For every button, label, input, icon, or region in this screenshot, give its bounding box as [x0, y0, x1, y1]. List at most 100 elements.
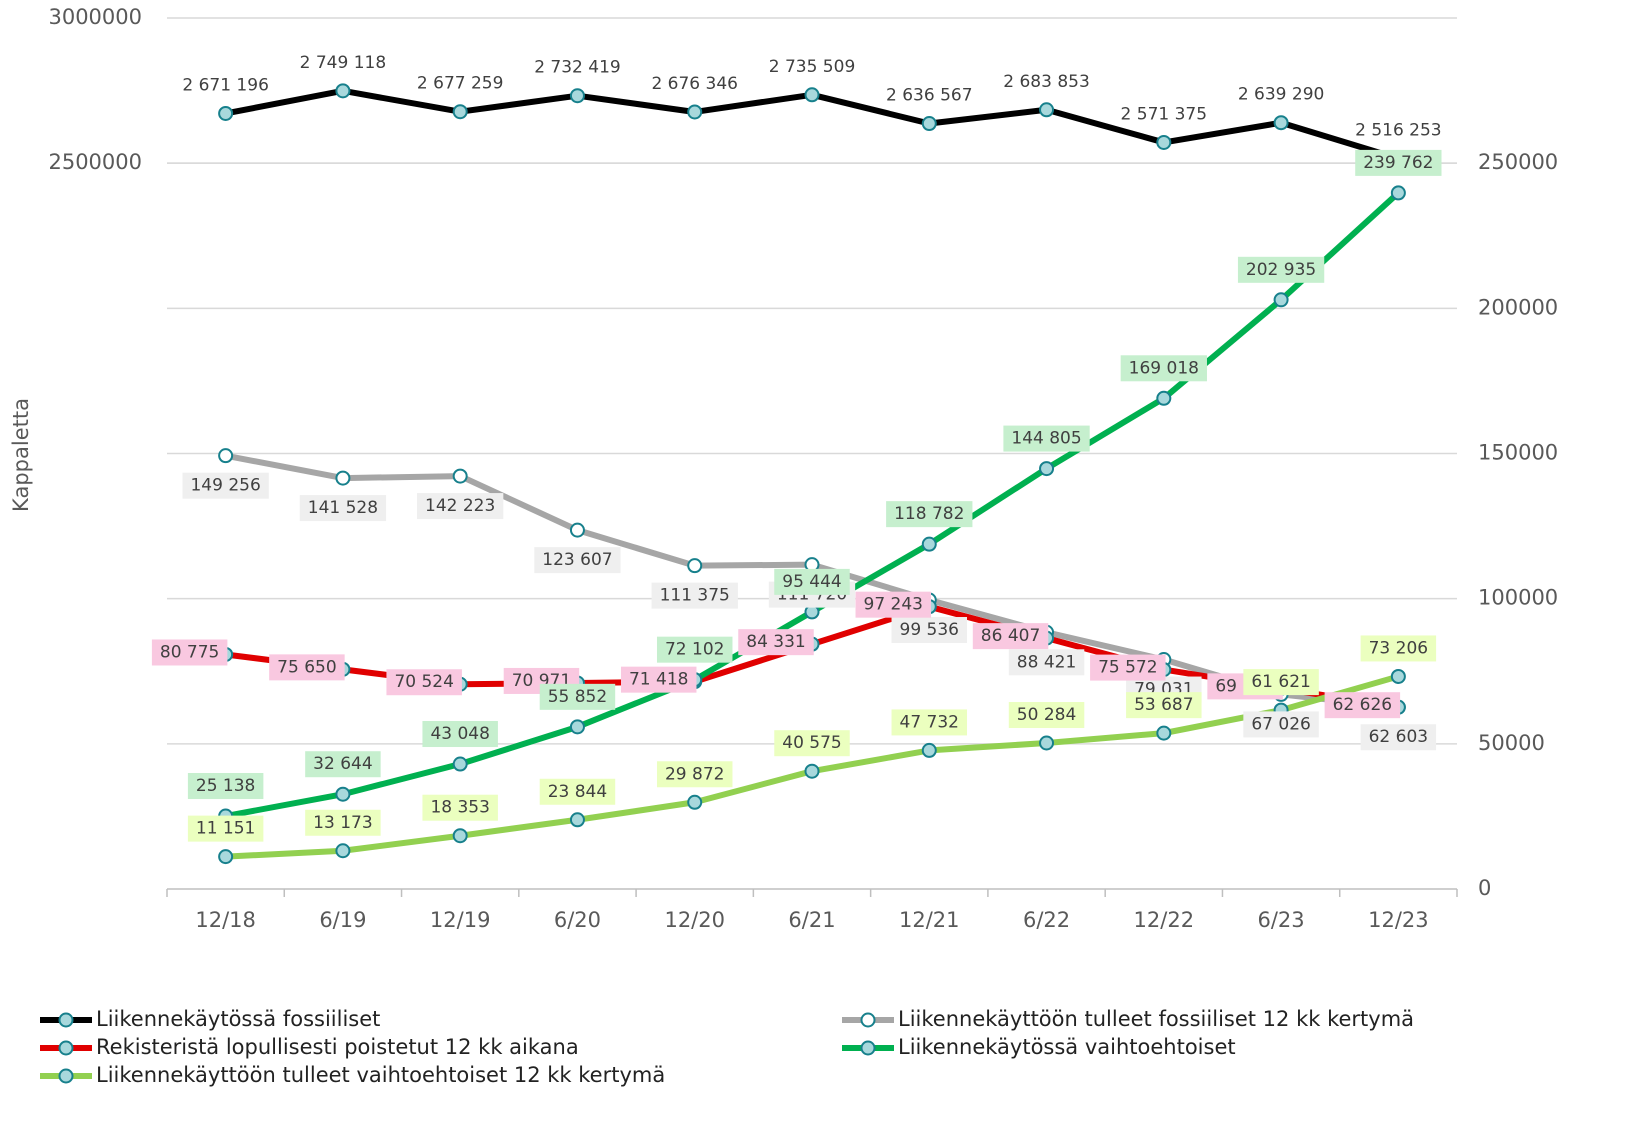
data-label: 80 775: [160, 642, 219, 662]
y-tick-label: 2500000: [48, 150, 142, 174]
data-label-bg: [891, 709, 968, 736]
legend-label: Liikennekäytössä vaihtoehtoiset: [898, 1035, 1236, 1059]
data-label: 2 676 346: [651, 74, 738, 94]
data-label-bg: [305, 809, 381, 836]
data-label: 62 603: [1369, 727, 1428, 747]
marker: [569, 522, 585, 538]
data-label: 32 644: [313, 754, 372, 774]
data-label: 169 018: [1129, 358, 1199, 378]
data-label-bg: [855, 591, 932, 618]
marker: [569, 812, 585, 828]
legend-label: Liikennekäyttöön tulleet fossiiliset 12 …: [898, 1007, 1414, 1031]
marker: [569, 88, 585, 104]
marker: [687, 794, 703, 810]
data-label: 23 844: [548, 782, 607, 802]
y2-tick-label: 200000: [1478, 295, 1558, 319]
data-label: 111 375: [660, 586, 730, 606]
data-label-bg: [738, 629, 814, 656]
x-tick-label: 6/20: [554, 908, 601, 932]
marker: [1156, 134, 1172, 150]
data-label-bg: [972, 623, 1049, 650]
data-label: 70 524: [394, 672, 453, 692]
data-label-bg: [1120, 355, 1207, 382]
x-tick-label: 6/22: [1023, 908, 1070, 932]
data-label: 2 732 419: [534, 58, 621, 78]
data-label: 47 732: [900, 712, 959, 732]
data-label-bg: [774, 568, 850, 595]
marker: [1390, 668, 1406, 684]
data-label-bg: [305, 751, 381, 778]
data-label: 29 872: [665, 764, 724, 784]
data-label: 141 528: [308, 498, 378, 518]
data-label: 2 516 253: [1355, 120, 1442, 140]
data-label: 71 418: [629, 670, 688, 690]
data-label: 123 607: [542, 550, 612, 570]
data-label: 2 749 118: [300, 53, 387, 73]
x-tick-label: 12/18: [195, 908, 256, 932]
data-label-bg: [182, 472, 269, 499]
data-label: 53 687: [1134, 695, 1193, 715]
data-label: 11 151: [196, 819, 255, 839]
data-label: 43 048: [430, 724, 489, 744]
data-label: 239 762: [1363, 153, 1433, 173]
y2-tick-label: 250000: [1478, 150, 1558, 174]
data-label-bg: [1360, 724, 1437, 751]
data-label-bg: [774, 730, 850, 757]
data-label-bg: [539, 778, 616, 805]
marker: [687, 104, 703, 120]
x-tick-label: 12/22: [1134, 908, 1195, 932]
data-label: 2 639 290: [1238, 85, 1325, 105]
marker: [452, 756, 468, 772]
marker: [452, 468, 468, 484]
marker: [452, 828, 468, 844]
y2-tick-label: 0: [1478, 876, 1491, 900]
data-label: 73 206: [1369, 638, 1428, 658]
data-label: 50 284: [1017, 705, 1076, 725]
data-label-bg: [422, 721, 498, 748]
data-label: 118 782: [894, 504, 964, 524]
legend-label: Rekisteristä lopullisesti poistetut 12 k…: [96, 1035, 579, 1059]
data-label-bg: [1126, 692, 1202, 719]
data-label: 13 173: [313, 813, 372, 833]
data-label-bg: [656, 636, 733, 663]
marker: [1039, 735, 1055, 751]
data-label-bg: [151, 639, 228, 666]
data-label-bg: [422, 794, 498, 821]
data-label-bg: [886, 501, 973, 528]
data-label-bg: [891, 617, 968, 644]
data-label-bg: [187, 773, 264, 800]
data-label-bg: [1008, 702, 1085, 729]
marker: [335, 843, 351, 859]
data-label: 25 138: [196, 776, 255, 796]
marker: [452, 104, 468, 120]
y-axis-label: Kappaletta: [9, 398, 33, 512]
data-label: 62 626: [1333, 695, 1392, 715]
marker: [804, 763, 820, 779]
data-label: 67 026: [1251, 714, 1310, 734]
data-label: 55 852: [548, 687, 607, 707]
marker: [1156, 725, 1172, 741]
data-label-bg: [1243, 669, 1319, 696]
legend-marker: [58, 1068, 74, 1084]
marker: [569, 719, 585, 735]
x-tick-label: 12/21: [899, 908, 960, 932]
legend-marker: [860, 1012, 876, 1028]
data-label-bg: [187, 815, 264, 842]
x-tick-label: 6/21: [788, 908, 835, 932]
data-label-bg: [299, 495, 387, 522]
x-tick-label: 12/23: [1368, 908, 1429, 932]
legend-marker: [58, 1040, 74, 1056]
data-label-bg: [656, 761, 733, 788]
data-labels: 2 671 196 2 749 118 2 677 259 2 732 419 2 67…: [151, 53, 1442, 842]
data-label-bg: [1003, 425, 1090, 452]
data-label: 75 650: [277, 657, 336, 677]
y2-tick-label: 50000: [1478, 731, 1545, 755]
x-tick-label: 6/23: [1258, 908, 1305, 932]
data-label: 18 353: [430, 798, 489, 818]
data-label-bg: [1237, 256, 1325, 283]
data-label-bg: [1243, 711, 1319, 738]
data-label-bg: [1355, 149, 1442, 176]
marker: [1273, 115, 1289, 131]
data-label-bg: [1090, 654, 1166, 681]
